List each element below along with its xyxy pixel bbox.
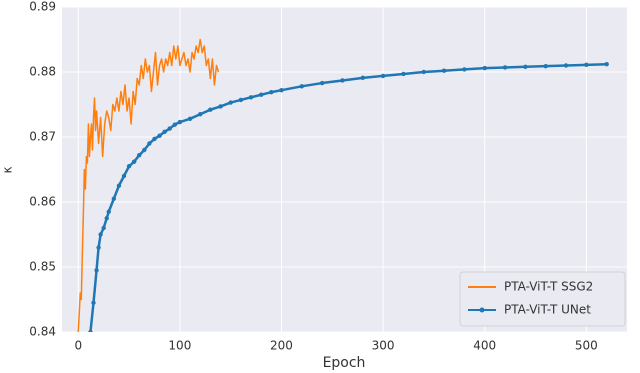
y-tick-label: 0.88 [29,65,56,79]
series-marker [157,133,162,138]
series-marker [152,136,157,142]
series-marker [238,97,244,103]
series-marker [502,65,508,70]
series-marker [523,64,528,70]
series-marker [604,61,609,67]
series-marker [104,216,109,221]
series-marker [106,209,111,214]
y-tick-label: 0.84 [29,325,56,339]
series-marker [94,268,99,273]
series-marker [167,126,172,131]
series-marker [380,73,386,79]
y-tick-label: 0.87 [29,130,56,144]
series-marker [208,107,213,112]
x-tick-label: 200 [270,339,293,353]
series-marker [101,225,106,231]
series-marker [131,159,137,164]
series-marker [258,92,264,97]
series-marker [269,89,274,95]
series-marker [142,147,147,153]
series-marker [172,122,177,127]
x-tick-label: 300 [372,339,395,353]
legend-label: PTA-ViT-T SSG2 [504,280,593,294]
series-marker [177,119,183,125]
series-marker [91,300,96,305]
series-marker [147,141,152,146]
x-tick-label: 0 [74,339,82,353]
series-line [77,38,220,332]
x-tick-label: 400 [473,339,496,353]
y-tick-label: 0.89 [29,0,56,14]
series-marker [462,67,467,72]
series-marker [187,116,193,122]
series-marker [98,232,103,237]
series-marker [126,164,132,169]
x-axis-label: Epoch [323,355,366,371]
series-marker [401,71,406,77]
series-marker [441,68,447,73]
y-tick-label: 0.86 [29,195,56,209]
series-marker [111,196,117,201]
legend-marker [479,307,485,313]
series-marker [248,95,254,100]
series-marker [299,84,305,89]
x-tick-label: 500 [575,339,598,353]
series-marker [121,173,127,179]
series-marker [360,75,365,81]
series-marker [218,104,223,109]
series-marker [116,183,122,188]
series-marker [198,112,203,117]
series-marker [563,63,569,68]
series-marker [340,78,345,83]
series-marker [162,129,167,134]
series-marker [421,69,426,75]
y-tick-label: 0.85 [29,260,56,274]
series-marker [584,62,589,68]
series-marker [319,80,325,86]
series-line [89,62,607,332]
legend: PTA-ViT-T SSG2 PTA-ViT-T UNet [459,271,626,327]
x-tick-label: 100 [168,339,191,353]
series-marker [88,329,93,332]
series-layer [77,38,609,332]
legend-box [459,271,626,327]
series-marker [137,153,142,158]
legend-label: PTA-ViT-T UNet [504,303,591,317]
series-marker [543,63,548,69]
series-marker [228,100,233,105]
series-marker [482,65,487,71]
y-axis-label: κ [1,166,15,173]
series-marker [96,245,101,250]
series-marker [279,88,284,93]
